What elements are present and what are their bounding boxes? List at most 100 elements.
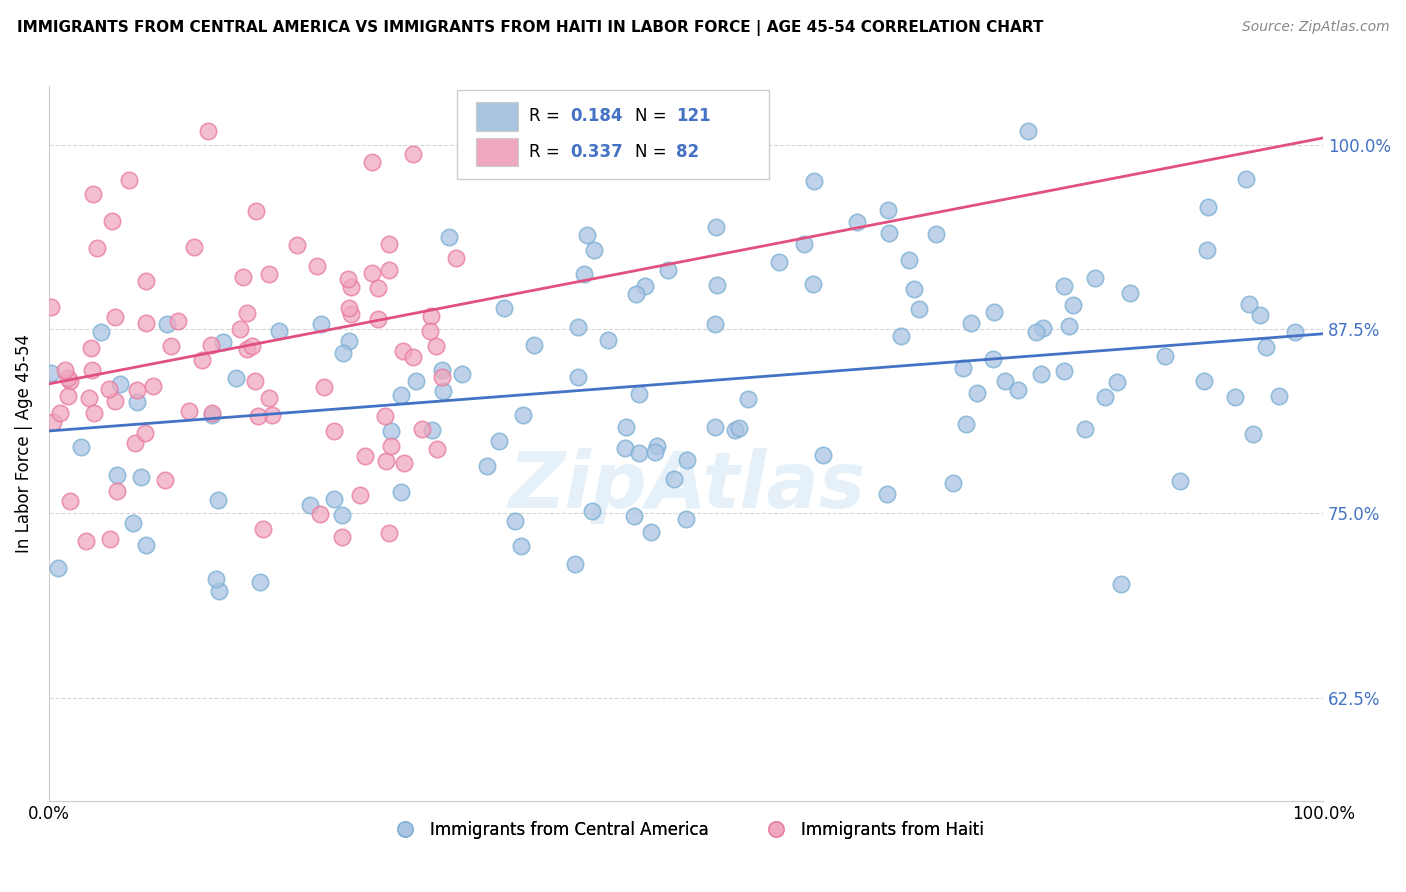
Point [1105, 375, 1128, 389]
Point [628, 387, 651, 401]
Point [83, 407, 105, 421]
Point [361, 266, 384, 280]
Point [1153, 349, 1175, 363]
Point [323, 424, 346, 438]
Point [153, 473, 176, 487]
Point [704, 318, 727, 332]
Point [801, 277, 824, 292]
Point [39, 300, 62, 314]
Point [374, 409, 396, 423]
Point [69, 440, 91, 454]
Point [846, 215, 869, 229]
Point [135, 538, 157, 552]
Point [349, 488, 371, 502]
Point [876, 486, 898, 500]
Text: 82: 82 [676, 143, 699, 161]
Point [1197, 243, 1219, 257]
Point [375, 453, 398, 467]
Point [437, 230, 460, 244]
Point [190, 352, 212, 367]
Point [1073, 422, 1095, 436]
Point [1109, 576, 1132, 591]
Point [1032, 320, 1054, 334]
Y-axis label: In Labor Force | Age 45-54: In Labor Force | Age 45-54 [15, 334, 32, 553]
Point [135, 316, 157, 330]
Text: N =: N = [636, 107, 672, 126]
Point [340, 280, 363, 294]
Point [337, 272, 360, 286]
Point [142, 379, 165, 393]
Point [614, 442, 637, 456]
Point [212, 334, 235, 349]
Point [183, 240, 205, 254]
Point [53, 362, 76, 376]
Bar [475, 102, 517, 130]
Point [1025, 325, 1047, 339]
Point [703, 420, 725, 434]
Point [1225, 390, 1247, 404]
Point [166, 314, 188, 328]
Point [644, 444, 666, 458]
Point [446, 251, 468, 265]
Point [1094, 390, 1116, 404]
Point [312, 379, 335, 393]
Point [908, 301, 931, 316]
Point [98, 532, 121, 546]
Point [994, 375, 1017, 389]
Point [267, 324, 290, 338]
Point [1249, 308, 1271, 322]
Text: ZipAtlas: ZipAtlas [508, 449, 865, 524]
Point [567, 319, 589, 334]
Point [1168, 474, 1191, 488]
Point [98, 382, 121, 396]
Point [39, 366, 62, 380]
Point [257, 391, 280, 405]
Point [380, 440, 402, 454]
Point [56, 389, 79, 403]
Point [488, 434, 510, 448]
Point [657, 262, 679, 277]
Point [1237, 297, 1260, 311]
Point [58, 371, 80, 385]
Point [1057, 319, 1080, 334]
Point [378, 236, 401, 251]
Point [229, 322, 252, 336]
Point [574, 268, 596, 282]
Point [354, 449, 377, 463]
Point [80, 341, 103, 355]
Point [596, 333, 619, 347]
Point [208, 584, 231, 599]
Point [249, 574, 271, 589]
Point [246, 409, 269, 423]
Point [200, 338, 222, 352]
Point [609, 149, 631, 163]
Point [134, 425, 156, 440]
Point [1192, 374, 1215, 388]
Point [323, 492, 346, 507]
Point [59, 374, 82, 388]
Point [122, 516, 145, 530]
Point [118, 173, 141, 187]
Point [768, 254, 790, 268]
Point [675, 512, 697, 526]
Point [201, 405, 224, 419]
Point [1062, 298, 1084, 312]
Point [332, 508, 354, 522]
FancyBboxPatch shape [457, 90, 769, 179]
Point [877, 202, 900, 217]
Point [576, 227, 599, 242]
Point [124, 435, 146, 450]
Point [419, 324, 441, 338]
Point [401, 146, 423, 161]
Point [492, 301, 515, 315]
Point [260, 408, 283, 422]
Point [82, 186, 104, 201]
Point [706, 277, 728, 292]
Point [232, 270, 254, 285]
Point [627, 446, 650, 460]
Point [451, 367, 474, 381]
Point [135, 274, 157, 288]
Point [420, 309, 443, 323]
Point [389, 484, 412, 499]
Point [104, 393, 127, 408]
